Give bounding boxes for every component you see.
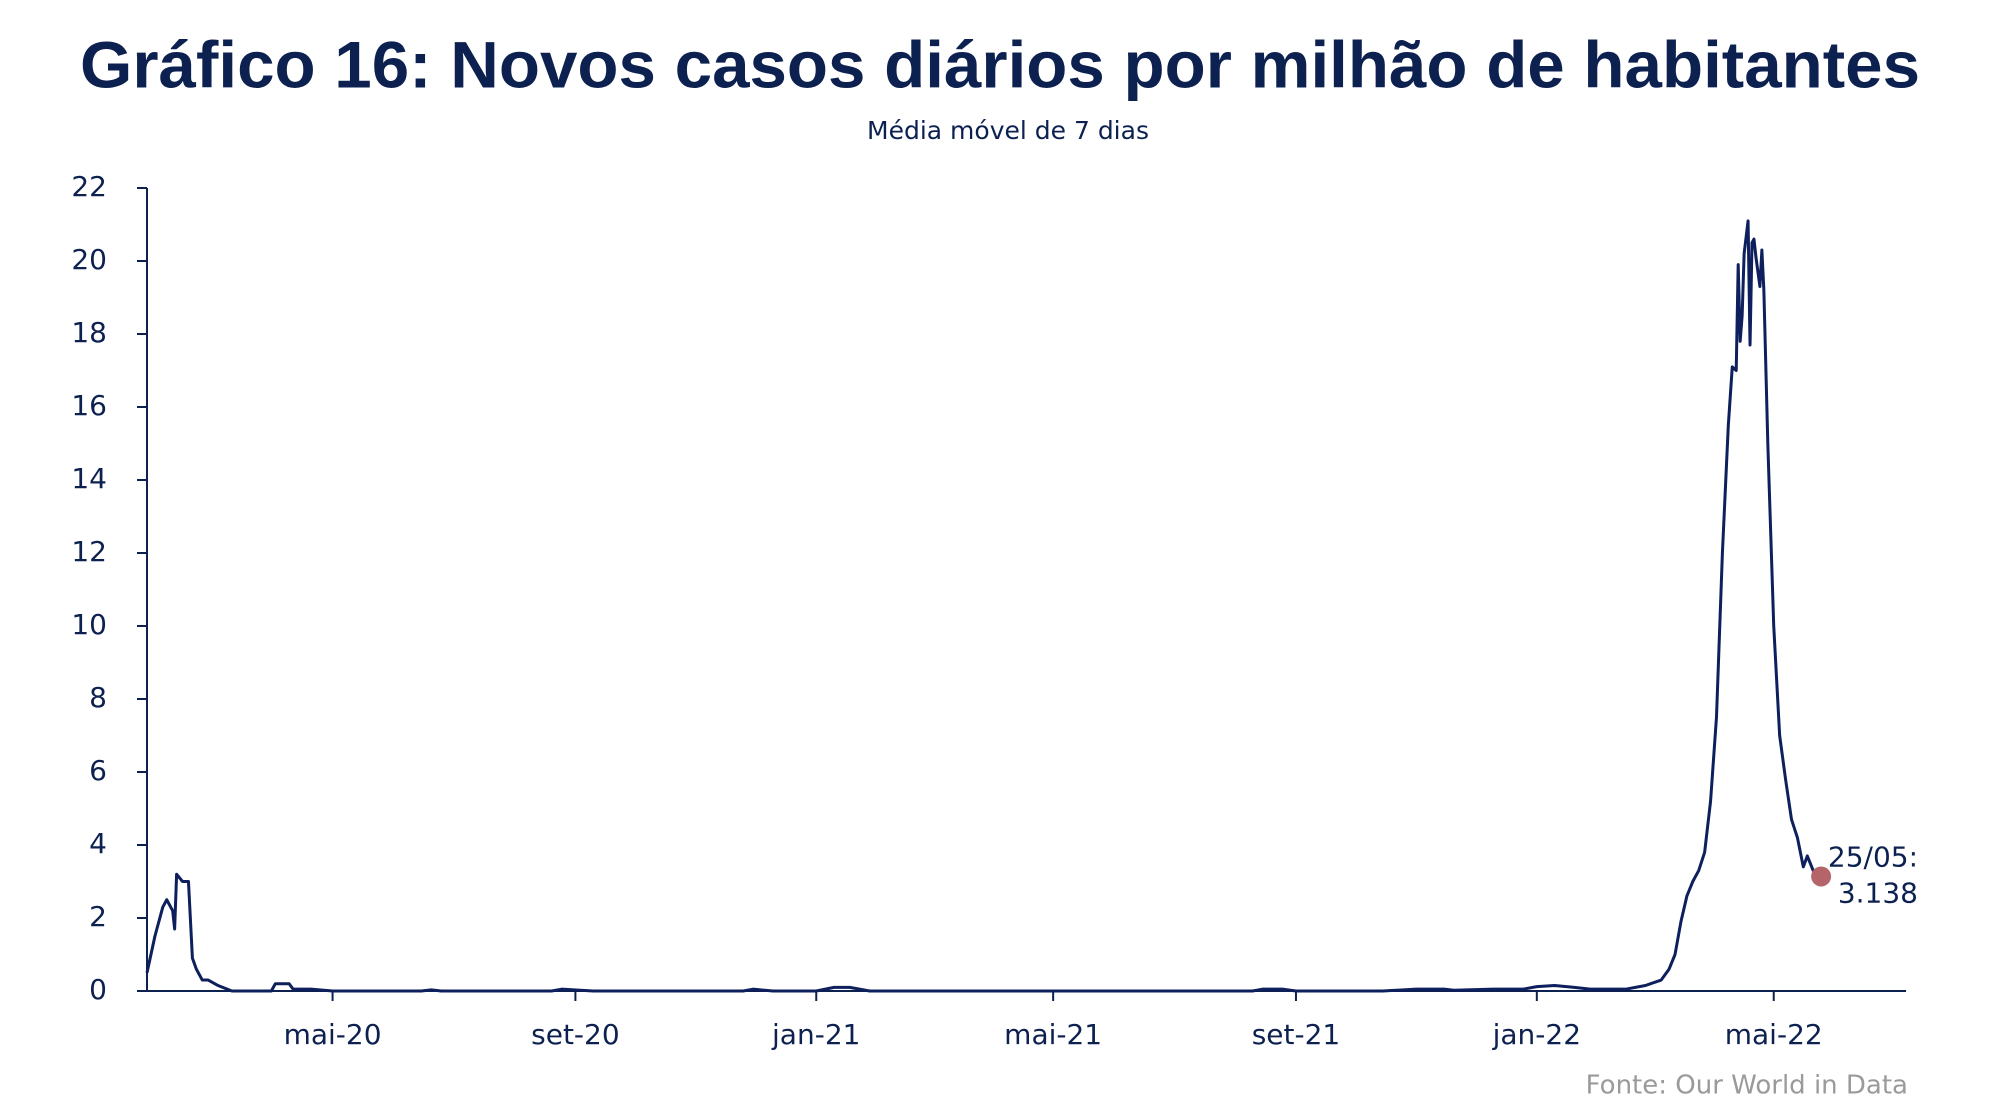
- y-tick-label: 16: [71, 389, 107, 422]
- y-tick-label: 22: [71, 170, 107, 203]
- x-tick-label: mai-20: [284, 1018, 382, 1051]
- chart-subtitle: Média móvel de 7 dias: [867, 116, 1149, 145]
- y-tick-label: 20: [71, 243, 107, 276]
- y-tick-label: 4: [89, 827, 107, 860]
- chart-title: Gráfico 16: Novos casos diários por milh…: [80, 27, 1920, 101]
- annotation: 3.138: [1838, 876, 1918, 909]
- y-tick-label: 10: [71, 608, 107, 641]
- x-tick-label: jan-22: [1492, 1018, 1581, 1051]
- last-point: [1811, 866, 1832, 887]
- annotation: 25/05:: [1828, 840, 1918, 873]
- y-tick-label: 14: [71, 462, 107, 495]
- y-tick-label: 18: [71, 316, 107, 349]
- x-tick-label: mai-22: [1725, 1018, 1823, 1051]
- y-tick-label: 2: [89, 900, 107, 933]
- data-line: [145, 219, 1823, 993]
- y-tick-label: 0: [89, 973, 107, 1006]
- y-tick-label: 8: [89, 681, 107, 714]
- x-tick-label: set-21: [1252, 1018, 1341, 1051]
- y-tick-label: 6: [89, 754, 107, 787]
- x-tick-label: set-20: [531, 1018, 620, 1051]
- x-tick-label: jan-21: [771, 1018, 860, 1051]
- y-tick-label: 12: [71, 535, 107, 568]
- x-tick-label: mai-21: [1004, 1018, 1102, 1051]
- source: Fonte: Our World in Data: [1586, 1071, 1908, 1101]
